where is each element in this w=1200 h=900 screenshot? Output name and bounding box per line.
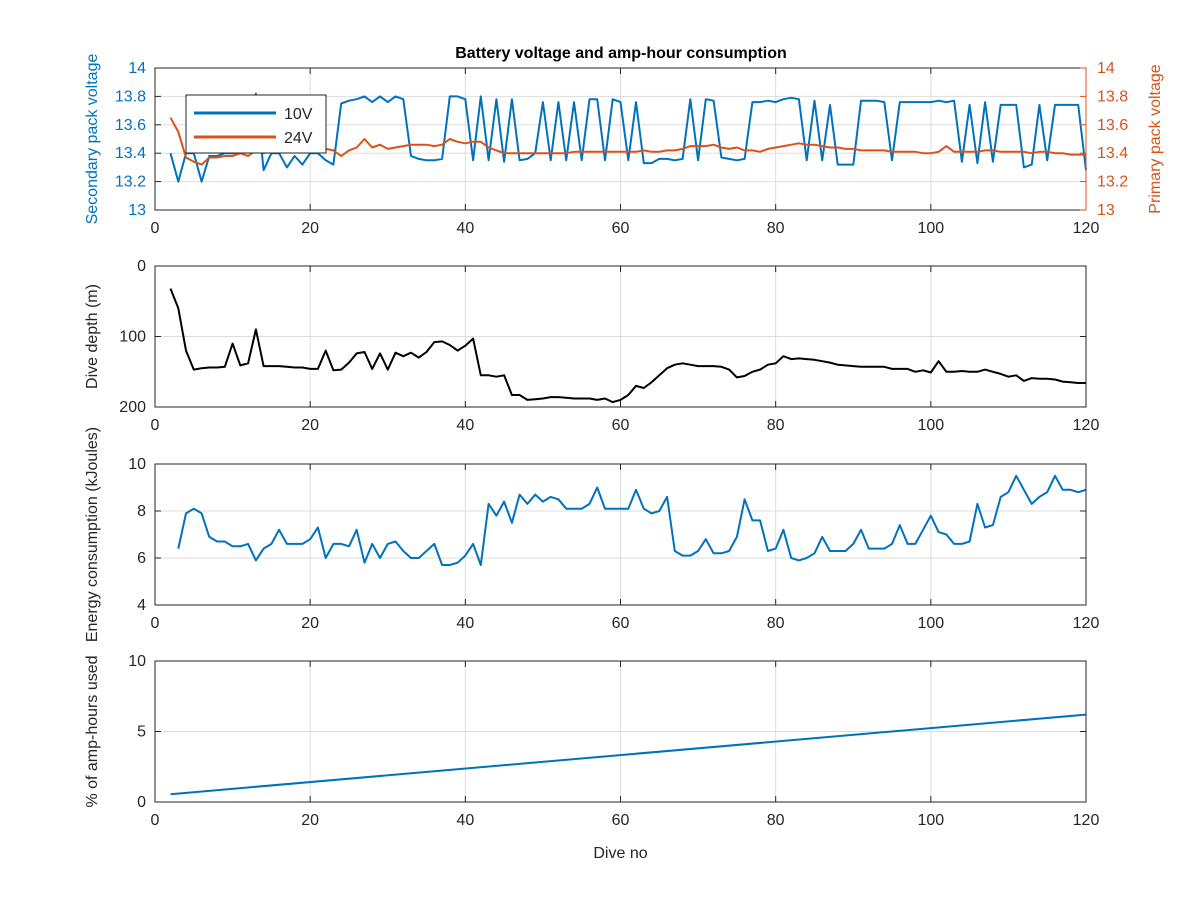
x-tick-label: 80 bbox=[767, 812, 785, 829]
x-tick-label: 0 bbox=[151, 615, 160, 632]
y-axis-label: Secondary pack voltage bbox=[84, 54, 101, 225]
y-tick-label: 13.2 bbox=[115, 174, 146, 191]
y-tick-label: 100 bbox=[119, 329, 146, 346]
x-axis-label: Dive no bbox=[593, 845, 647, 862]
x-tick-label: 20 bbox=[301, 417, 319, 434]
y-tick-label: 6 bbox=[137, 550, 146, 567]
figure-title: Battery voltage and amp-hour consumption bbox=[455, 45, 787, 62]
x-tick-label: 0 bbox=[151, 417, 160, 434]
subplot-2: 0 20 40 60 80 100 120 0 100 200 Dive depth (m) bbox=[84, 258, 1099, 434]
y-right-tick-label: 14 bbox=[1097, 60, 1115, 77]
x-tick-label: 120 bbox=[1073, 220, 1100, 237]
x-tick-label: 120 bbox=[1073, 615, 1100, 632]
x-tick-label: 100 bbox=[917, 220, 944, 237]
x-tick-label: 120 bbox=[1073, 812, 1100, 829]
x-tick-label: 60 bbox=[612, 220, 630, 237]
x-tick-label: 40 bbox=[456, 812, 474, 829]
x-tick-label: 0 bbox=[151, 220, 160, 237]
y-tick-label: 13 bbox=[128, 202, 146, 219]
y-tick-label: 13.4 bbox=[115, 145, 146, 162]
y-right-tick-label: 13.4 bbox=[1097, 145, 1128, 162]
y-axis-label: % of amp-hours used bbox=[84, 655, 101, 807]
x-tick-label: 60 bbox=[612, 615, 630, 632]
subplot-4: 0 20 40 60 80 100 120 0 5 10 % of amp-hours used Di… bbox=[84, 653, 1099, 862]
y-tick-label: 10 bbox=[128, 653, 146, 670]
legend-box bbox=[185, 94, 327, 154]
y-right-tick-label: 13.6 bbox=[1097, 117, 1128, 134]
y-axis-label: Dive depth (m) bbox=[84, 284, 101, 389]
y-tick-label: 4 bbox=[137, 597, 146, 614]
x-tick-label: 20 bbox=[301, 220, 319, 237]
subplot-3: 0 20 40 60 80 100 120 4 6 8 10 Energy consumption (… bbox=[84, 427, 1099, 642]
x-tick-label: 100 bbox=[917, 615, 944, 632]
x-tick-label: 80 bbox=[767, 417, 785, 434]
series-line-10v bbox=[169, 92, 1087, 183]
y-tick-label: 13.6 bbox=[115, 117, 146, 134]
y-right-tick-label: 13.2 bbox=[1097, 174, 1128, 191]
x-tick-label: 40 bbox=[456, 220, 474, 237]
y-right-axis-label: Primary pack voltage bbox=[1147, 64, 1164, 213]
y-tick-label: 5 bbox=[137, 724, 146, 741]
y-right-tick-label: 13.8 bbox=[1097, 88, 1128, 105]
x-tick-label: 20 bbox=[301, 615, 319, 632]
x-tick-label: 60 bbox=[612, 812, 630, 829]
x-tick-label: 80 bbox=[767, 615, 785, 632]
series-line-1 bbox=[170, 713, 1087, 796]
x-tick-label: 40 bbox=[456, 417, 474, 434]
y-tick-label: 0 bbox=[137, 258, 146, 275]
legend-label-10v: 10V bbox=[284, 106, 313, 123]
series-line-1 bbox=[177, 474, 1087, 566]
legend-label-24v: 24V bbox=[284, 130, 313, 147]
subplots: 0 20 40 60 80 100 1201313.213.413.613.8141313.… bbox=[84, 54, 1164, 862]
x-tick-label: 80 bbox=[767, 220, 785, 237]
x-tick-label: 100 bbox=[917, 812, 944, 829]
x-tick-label: 60 bbox=[612, 417, 630, 434]
y-tick-label: 13.8 bbox=[115, 88, 146, 105]
x-tick-label: 20 bbox=[301, 812, 319, 829]
x-tick-label: 100 bbox=[917, 417, 944, 434]
y-tick-label: 10 bbox=[128, 456, 146, 473]
y-axis-label: Energy consumption (kJoules) bbox=[84, 427, 101, 642]
subplot-1: 0 20 40 60 80 100 1201313.213.413.613.8141313.… bbox=[84, 54, 1164, 237]
y-tick-label: 200 bbox=[119, 399, 146, 416]
x-tick-label: 0 bbox=[151, 812, 160, 829]
y-tick-label: 8 bbox=[137, 503, 146, 520]
series-line-1 bbox=[169, 288, 1086, 404]
y-tick-label: 0 bbox=[137, 794, 146, 811]
x-tick-label: 40 bbox=[456, 615, 474, 632]
y-tick-label: 14 bbox=[128, 60, 146, 77]
y-right-tick-label: 13 bbox=[1097, 202, 1115, 219]
x-tick-label: 120 bbox=[1073, 417, 1100, 434]
